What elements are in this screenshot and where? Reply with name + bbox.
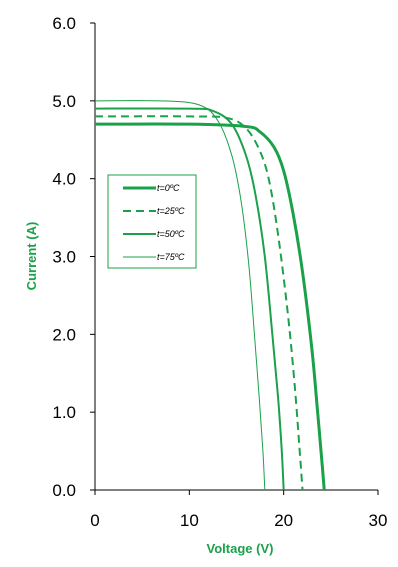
legend: t=0ºC t=25ºC t=50ºC t=75ºC xyxy=(107,174,197,269)
legend-label: t=25ºC xyxy=(157,206,185,216)
series-line-1 xyxy=(94,122,326,491)
x-tick-label: 10 xyxy=(180,511,199,530)
x-axis-title: Voltage (V) xyxy=(207,541,274,556)
series-lines xyxy=(94,100,326,491)
x-tick-label: 0 xyxy=(90,511,99,530)
y-tick-label: 2.0 xyxy=(52,325,76,344)
x-tick-label: 20 xyxy=(274,511,293,530)
y-tick-label: 5.0 xyxy=(52,92,76,111)
legend-box xyxy=(107,174,197,269)
x-tick-label: 30 xyxy=(369,511,388,530)
y-tick-label: 0.0 xyxy=(52,481,76,500)
series-line-4 xyxy=(94,100,266,491)
y-tick-label: 6.0 xyxy=(52,14,76,33)
series-line-2 xyxy=(94,115,304,491)
y-tick-label: 1.0 xyxy=(52,403,76,422)
y-axis-title: Current (A) xyxy=(24,222,39,291)
legend-label: t=0ºC xyxy=(157,183,180,193)
y-tick-label: 4.0 xyxy=(52,170,76,189)
legend-label: t=75ºC xyxy=(157,252,185,262)
series-line-3 xyxy=(94,107,285,491)
legend-label: t=50ºC xyxy=(157,229,185,239)
y-tick-label: 3.0 xyxy=(52,248,76,267)
axes: 0.0 1.0 2.0 3.0 4.0 5.0 6.0 0 10 20 30 xyxy=(52,14,387,530)
